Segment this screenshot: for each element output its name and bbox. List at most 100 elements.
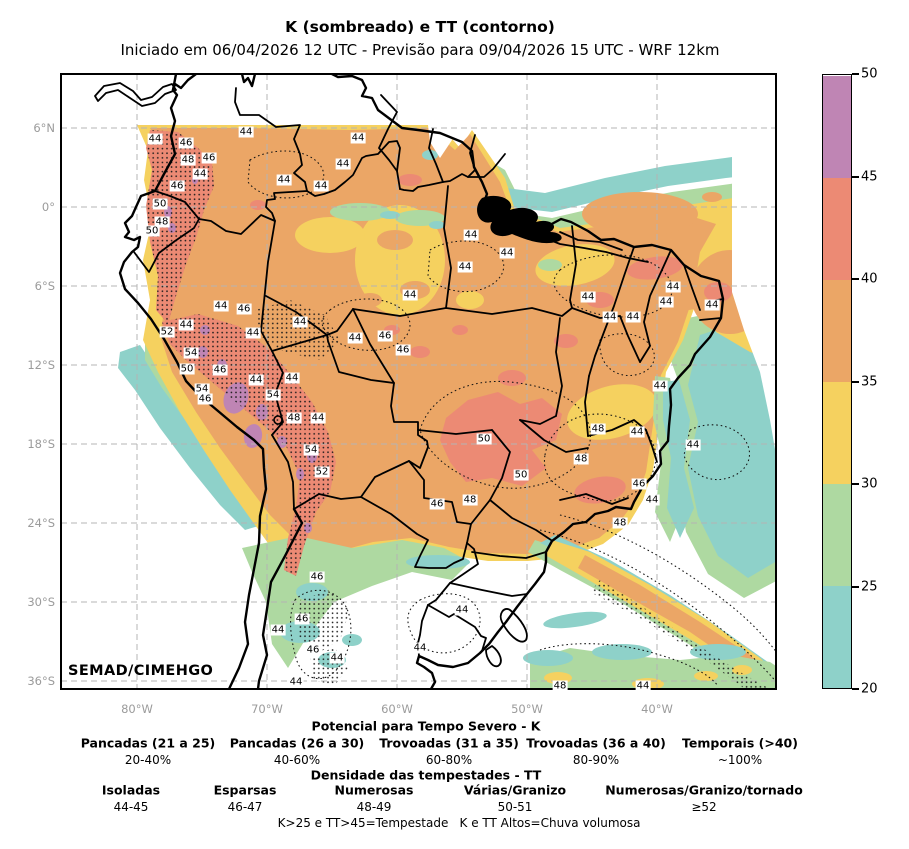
colorbar-tick-mark: [852, 278, 859, 280]
contour-label: 50: [179, 363, 195, 375]
contour-label: 44: [499, 247, 515, 259]
legend-k-label: Temporais (>40): [682, 735, 798, 751]
contour-label: 44: [292, 316, 308, 328]
legend-k-label: Trovoadas (36 a 40): [526, 735, 666, 751]
colorbar-tick-label: 50: [861, 66, 878, 82]
legend-footnote: K e TT Altos=Chuva volumosa: [459, 816, 641, 830]
legend-footnote: K>25 e TT>45=Tempestade: [277, 816, 449, 830]
contour-label: 48: [462, 494, 478, 506]
colorbar-segment: [823, 586, 851, 688]
legend-k-value: 80-90%: [572, 753, 620, 767]
legend-tt-value: ≥52: [691, 800, 717, 814]
legend-tt-title: Densidade das tempestades - TT: [310, 767, 542, 783]
contour-label: 44: [402, 289, 418, 301]
contour-label: 44: [412, 642, 428, 654]
contour-label: 44: [276, 174, 292, 186]
contour-label: 44: [347, 332, 363, 344]
contour-label: 48: [573, 453, 589, 465]
colorbar-tick-mark: [852, 380, 859, 383]
contour-label: 44: [192, 168, 208, 180]
legend-k-label: Pancadas (21 a 25): [80, 735, 216, 751]
page-title: K (sombreado) e TT (contorno): [285, 18, 555, 36]
contour-label: 44: [248, 374, 264, 386]
contour-label: 44: [454, 604, 470, 616]
legend-tt-value: 46-47: [227, 800, 263, 814]
watermark: SEMAD/CIMEHGO: [68, 663, 214, 679]
legend-k-label: Trovoadas (31 a 35): [379, 735, 519, 751]
contour-label: 44: [625, 311, 641, 323]
legend-k-value: 60-80%: [425, 753, 473, 767]
colorbar: [822, 74, 852, 689]
contour-label: 44: [147, 133, 163, 145]
contour-label: 54: [265, 389, 281, 401]
contour-label: 48: [590, 423, 606, 435]
lat-tick-label: 18°S: [27, 437, 55, 451]
map-frame: [60, 73, 777, 690]
colorbar-tick-label: 30: [861, 476, 878, 492]
colorbar-segment: [823, 382, 851, 484]
contour-label: 50: [476, 433, 492, 445]
contour-label: 44: [313, 180, 329, 192]
contour-label: 44: [288, 676, 304, 688]
lat-tick-label: 0°: [41, 200, 55, 214]
colorbar-segment: [823, 280, 851, 382]
gridlines: [61, 74, 776, 689]
colorbar-tick-mark: [852, 688, 859, 690]
contour-label: 44: [238, 126, 254, 138]
legend-tt-value: 48-49: [356, 800, 392, 814]
legend-tt-label: Isoladas: [101, 782, 161, 798]
legend-tt-label: Esparsas: [213, 782, 277, 798]
contour-label: 48: [180, 154, 196, 166]
legend-tt-label: Várias/Granizo: [463, 782, 567, 798]
legend-k-title: Potencial para Tempo Severo - K: [311, 718, 541, 734]
contour-label: 44: [580, 291, 596, 303]
contour-label: 46: [395, 344, 411, 356]
lon-tick-label: 40°W: [641, 702, 673, 716]
lon-tick-label: 50°W: [511, 702, 543, 716]
contour-label: 44: [652, 380, 668, 392]
contour-label: 46: [309, 571, 325, 583]
legend-k-value: 40-60%: [273, 753, 321, 767]
colorbar-tick-mark: [852, 175, 859, 178]
contour-label: 44: [213, 300, 229, 312]
colorbar-tick-label: 45: [861, 169, 878, 184]
contour-label: 48: [612, 517, 628, 529]
legend-tt-label: Numerosas/Granizo/tornado: [605, 782, 803, 798]
legend-k-value: ~100%: [717, 753, 763, 767]
contour-label: 44: [284, 372, 300, 384]
contour-label: 50: [513, 469, 529, 481]
lon-tick-label: 80°W: [121, 702, 153, 716]
contour-label: 46: [178, 137, 194, 149]
subtitle: Iniciado em 06/04/2026 12 UTC - Previsão…: [120, 41, 720, 59]
contour-label: 46: [236, 303, 252, 315]
contour-label: 44: [704, 299, 720, 311]
legend-tt-label: Numerosas: [334, 782, 414, 798]
colorbar-tick-mark: [852, 73, 859, 75]
contour-label: 54: [303, 444, 319, 456]
colorbar-segment: [823, 484, 851, 586]
contour-label: 44: [644, 494, 660, 506]
contour-label: 44: [463, 229, 479, 241]
contour-label: 44: [602, 311, 618, 323]
contour-label: 48: [154, 216, 170, 228]
legend-tt-value: 50-51: [497, 800, 533, 814]
lat-tick-label: 24°S: [27, 516, 55, 530]
lat-tick-label: 6°S: [34, 279, 55, 293]
contour-label: 50: [152, 198, 168, 210]
contour-label: 46: [197, 393, 213, 405]
contour-label: 46: [631, 478, 647, 490]
contour-label: 44: [457, 261, 473, 273]
colorbar-tick-label: 40: [861, 271, 878, 287]
contour-label: 46: [377, 330, 393, 342]
contour-label: 46: [429, 498, 445, 510]
contour-label: 52: [159, 326, 175, 338]
contour-label: 44: [658, 296, 674, 308]
contour-label: 54: [183, 347, 199, 359]
contour-label: 48: [286, 412, 302, 424]
lat-tick-label: 6°N: [33, 121, 55, 135]
colorbar-segment: [823, 178, 851, 280]
legend-k-value: 20-40%: [124, 753, 172, 767]
colorbar-tick-label: 20: [861, 681, 878, 697]
lat-tick-label: 36°S: [27, 674, 55, 688]
